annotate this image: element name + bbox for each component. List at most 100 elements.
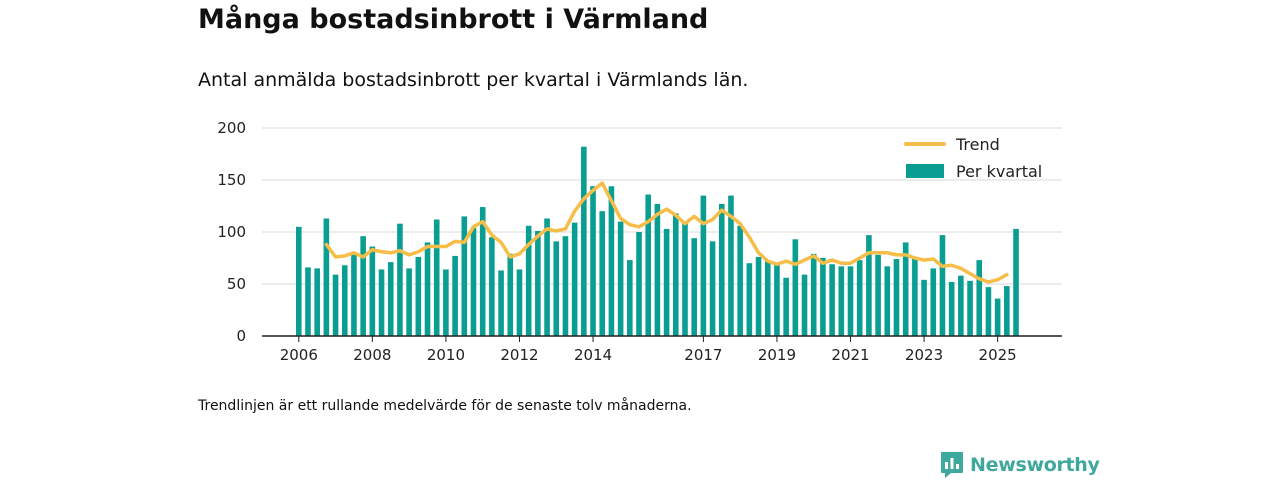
bar: [884, 266, 891, 336]
bar: [489, 237, 495, 336]
bar: [847, 266, 854, 336]
bar: [746, 263, 753, 336]
bar: [810, 253, 817, 336]
x-tick-label: 2019: [758, 346, 796, 364]
bar: [636, 232, 642, 336]
x-tick-label: 2014: [574, 346, 612, 364]
x-tick-label: 2006: [280, 346, 318, 364]
bar: [893, 259, 900, 336]
bar: [930, 268, 937, 336]
y-tick-label: 0: [236, 327, 246, 345]
bar: [479, 207, 486, 336]
bar: [341, 265, 348, 336]
x-tick-label: 2023: [905, 346, 943, 364]
newsworthy-logo-icon: [941, 452, 963, 478]
bar: [985, 287, 992, 336]
bar: [958, 275, 964, 336]
y-tick-label: 200: [217, 119, 246, 137]
bar: [672, 213, 679, 336]
trend-line-group: [324, 181, 1009, 284]
bar: [498, 270, 504, 336]
bar: [378, 269, 385, 336]
x-tick-label: 2008: [353, 346, 391, 364]
bar: [663, 228, 670, 336]
bars: [295, 146, 1019, 336]
x-tick-label: 2021: [831, 346, 869, 364]
x-tick-label: 2012: [500, 346, 538, 364]
bar: [415, 256, 422, 336]
bar: [305, 267, 311, 336]
bar: [553, 241, 560, 336]
bar: [764, 261, 771, 336]
y-tick-label: 150: [217, 171, 246, 189]
bar: [461, 216, 468, 336]
bar: [1013, 228, 1019, 336]
x-tick-label: 2010: [427, 346, 465, 364]
bar: [728, 195, 734, 336]
trend-line: [324, 181, 1009, 284]
bar: [654, 203, 661, 336]
bar: [387, 262, 394, 336]
bar: [443, 269, 449, 336]
x-axis-labels: 2006 2008 2010 2012 2014 2017 2019 2021 2023 2025: [280, 346, 1017, 364]
bar: [737, 225, 743, 336]
footnote: Trendlinjen är ett rullande medelvärde f…: [198, 398, 692, 414]
legend-bars-swatch: [906, 164, 944, 178]
bar: [718, 203, 725, 336]
x-tick-label: 2025: [979, 346, 1017, 364]
legend-trend-label: Trend: [955, 135, 1000, 154]
bar: [544, 218, 550, 336]
bar: [470, 227, 477, 336]
bar: [424, 242, 431, 336]
bar: [645, 194, 652, 336]
bar: [433, 219, 440, 336]
bar: [801, 274, 808, 336]
y-tick-label: 100: [217, 223, 246, 241]
chart-subtitle: Antal anmälda bostadsinbrott per kvartal…: [198, 69, 749, 91]
page-title: Många bostadsinbrott i Värmland: [198, 4, 709, 35]
bar: [875, 254, 881, 336]
gridlines: [262, 127, 1062, 285]
bar: [397, 223, 403, 336]
x-tick-label: 2017: [684, 346, 722, 364]
legend: Trend Per kvartal: [904, 135, 1042, 181]
bar: [866, 235, 872, 336]
bar: [994, 298, 1001, 336]
bar: [856, 260, 863, 336]
bar: [351, 252, 357, 336]
bar: [516, 269, 523, 336]
y-tick-label: 50: [227, 275, 246, 293]
bar: [939, 235, 946, 336]
bar: [838, 266, 845, 336]
bar: [332, 274, 339, 336]
bar: [369, 246, 376, 336]
bar: [406, 268, 412, 336]
bar: [700, 195, 707, 336]
brand-name: Newsworthy: [970, 454, 1100, 476]
bar: [912, 256, 918, 336]
bar: [535, 230, 541, 336]
bar: [608, 186, 615, 336]
bar: [976, 260, 983, 336]
y-axis-labels: 0 50 100 150 200: [217, 119, 246, 345]
bar: [452, 255, 458, 336]
bar: [755, 256, 762, 336]
bar: [967, 280, 973, 336]
bar: [709, 241, 716, 336]
bar: [562, 236, 569, 336]
bar: [691, 238, 697, 336]
legend-bars-label: Per kvartal: [956, 162, 1042, 181]
bar: [627, 260, 633, 336]
bar: [314, 268, 320, 336]
bar: [617, 221, 624, 336]
bar: [295, 226, 302, 336]
bar: [323, 218, 330, 336]
bar: [590, 186, 596, 336]
brand-logo: Newsworthy: [940, 451, 1100, 479]
bar: [360, 236, 366, 336]
bar: [599, 211, 606, 336]
bar: [525, 225, 532, 336]
bar: [783, 277, 789, 336]
bar: [792, 239, 799, 336]
